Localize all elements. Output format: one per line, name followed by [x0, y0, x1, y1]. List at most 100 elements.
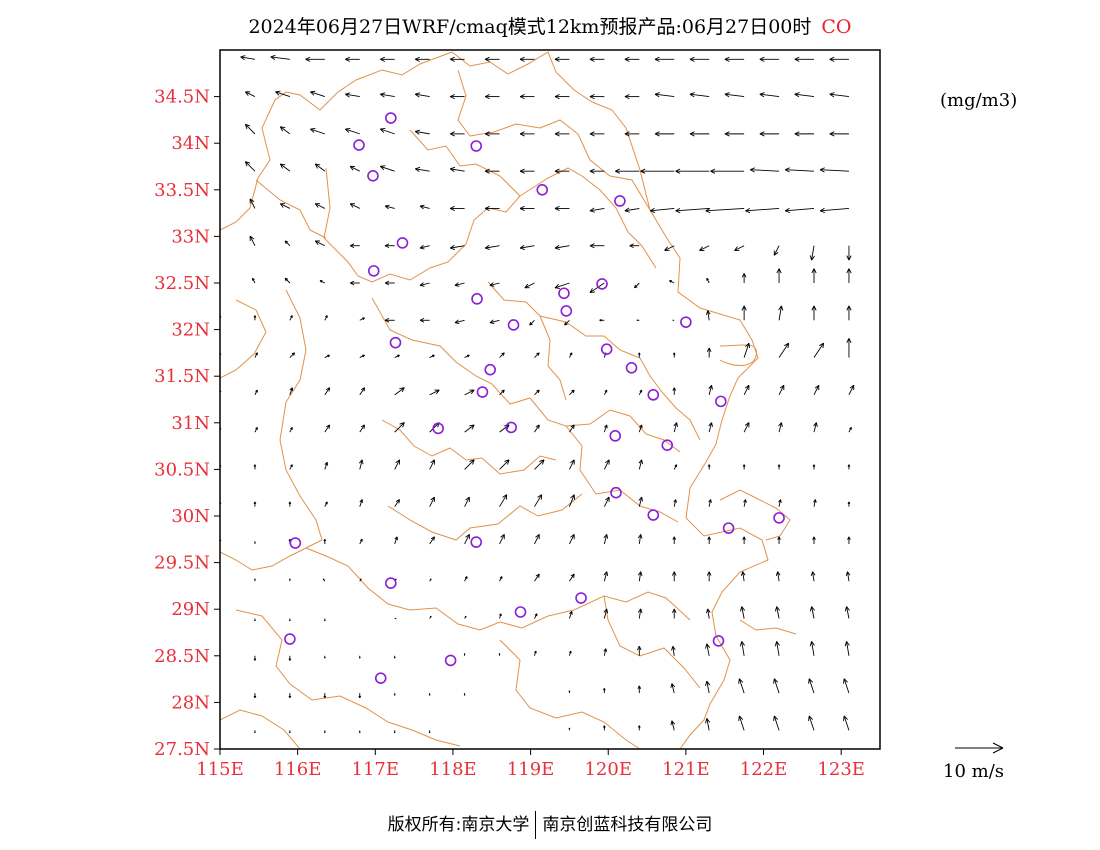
wind-arrow — [384, 243, 395, 249]
wind-arrow — [809, 606, 815, 619]
y-tick-label: 34N — [171, 133, 210, 154]
wind-arrow — [419, 317, 430, 323]
wind-arrow — [672, 352, 676, 358]
x-tick-label: 116E — [274, 759, 322, 780]
wind-arrow — [349, 243, 360, 249]
wind-arrow — [778, 499, 782, 507]
wind-arrow — [254, 618, 256, 622]
wind-arrow — [379, 127, 395, 135]
station-marker — [476, 386, 489, 398]
wind-arrow — [705, 643, 711, 656]
wind-arrow — [415, 56, 430, 62]
wind-arrow — [449, 166, 465, 173]
wind-arrow — [534, 573, 540, 582]
wind-arrow — [808, 678, 815, 694]
wind-arrow — [813, 342, 825, 358]
wind-arrow — [759, 92, 780, 98]
wind-arrow — [324, 501, 328, 507]
wind-arrow — [637, 352, 641, 358]
wind-arrow — [289, 730, 291, 733]
x-tick-label: 119E — [507, 759, 555, 780]
wind-arrow — [463, 693, 466, 696]
station-marker — [560, 305, 573, 317]
wind-arrow — [324, 315, 328, 321]
wind-arrow — [738, 715, 745, 731]
wind-arrow — [249, 235, 256, 246]
wind-arrow — [384, 204, 395, 210]
reference-vector-label: 10 m/s — [943, 761, 1004, 782]
wind-arrow — [464, 459, 475, 470]
station-marker — [600, 343, 613, 355]
wind-arrow — [846, 338, 852, 358]
wind-arrow — [638, 496, 644, 507]
wind-arrow — [323, 693, 327, 699]
wind-arrow — [428, 693, 431, 696]
boundary-line — [323, 167, 657, 283]
copyright-left: 版权所有:南京大学 — [387, 815, 530, 835]
wind-arrow — [750, 167, 780, 173]
wind-arrow — [742, 536, 746, 544]
wind-arrow — [773, 715, 780, 731]
wind-arrow — [279, 203, 291, 209]
wind-arrow — [847, 464, 851, 470]
copyright-right: 南京创蓝科技有限公司 — [542, 815, 713, 835]
wind-arrow — [379, 165, 395, 172]
wind-arrow — [739, 641, 745, 656]
wind-arrow — [499, 389, 505, 396]
wind-arrow — [289, 426, 293, 433]
wind-arrow — [706, 608, 711, 619]
wind-arrow — [345, 127, 360, 135]
wind-arrow — [254, 578, 256, 582]
boundary-line — [457, 69, 579, 137]
boundary-line — [220, 51, 453, 231]
wind-arrow — [419, 282, 430, 287]
wind-arrow — [429, 578, 432, 582]
wind-arrow — [358, 730, 361, 733]
wind-arrow — [254, 541, 256, 544]
wind-arrow — [603, 389, 608, 396]
wind-arrow — [554, 168, 570, 174]
wind-arrow — [534, 494, 543, 507]
wind-arrow — [324, 387, 331, 396]
wind-arrow — [724, 92, 745, 98]
wind-arrow — [810, 571, 816, 582]
wind-arrow — [794, 131, 814, 137]
wind-arrow — [323, 655, 326, 659]
wind-arrow — [671, 608, 677, 619]
wind-arrow — [741, 273, 747, 283]
wind-arrow — [637, 646, 642, 656]
footer-separator — [535, 811, 537, 839]
wind-arrow — [393, 655, 396, 659]
wind-arrow — [705, 718, 711, 731]
wind-arrow — [499, 352, 505, 358]
wind-arrow — [252, 277, 256, 284]
y-tick-label: 32.5N — [154, 273, 210, 294]
y-tick-label: 29.5N — [154, 553, 210, 574]
wind-arrow — [675, 168, 710, 174]
unit-label: (mg/m3) — [940, 90, 1018, 111]
wind-arrow — [599, 318, 605, 322]
wind-arrow — [843, 678, 850, 694]
wind-arrow — [812, 536, 816, 544]
wind-arrow — [589, 282, 605, 294]
wind-arrow — [449, 244, 465, 250]
wind-arrow — [740, 571, 746, 582]
wind-arrow — [673, 422, 678, 433]
wind-arrow — [603, 424, 608, 433]
wind-arrow — [706, 571, 712, 582]
wind-arrow — [324, 461, 329, 470]
wind-arrow — [774, 606, 781, 619]
boundary-line — [577, 133, 651, 211]
wind-arrow — [464, 496, 470, 507]
wind-arrow — [279, 163, 291, 172]
wind-arrow — [669, 280, 675, 284]
wind-arrow — [384, 317, 395, 323]
wind-arrow — [724, 131, 745, 137]
wind-arrow — [349, 280, 360, 286]
wind-arrow — [254, 352, 258, 358]
boundary-line — [719, 489, 791, 541]
wind-arrow — [689, 92, 710, 98]
boundary-line — [499, 639, 641, 749]
wind-arrow — [706, 310, 711, 321]
wind-arrow — [624, 131, 640, 137]
